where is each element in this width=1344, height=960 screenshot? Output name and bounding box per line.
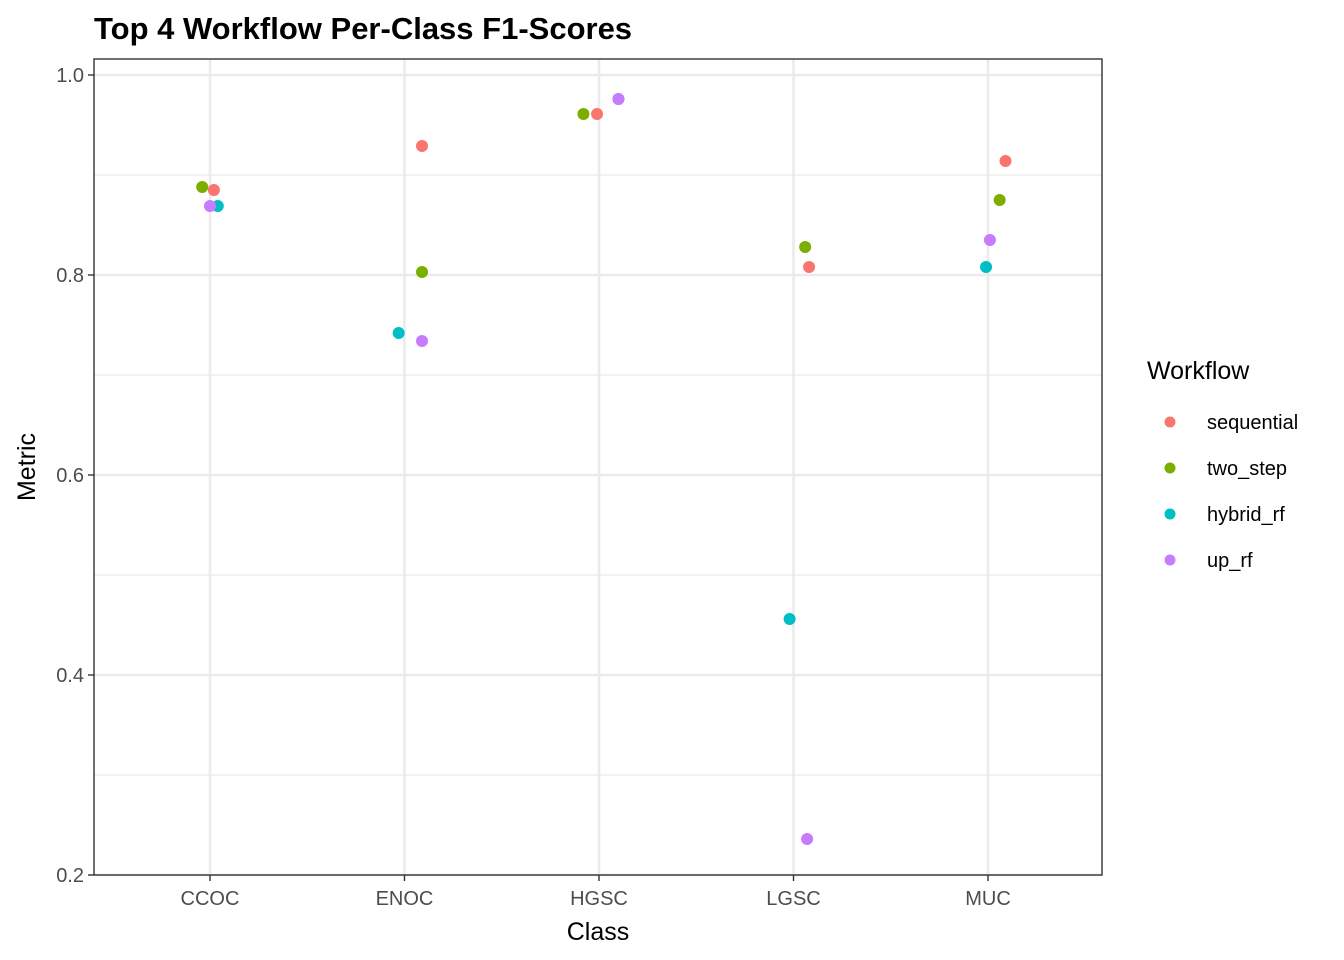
- x-tick-label: MUC: [965, 888, 1011, 910]
- legend-key-sequential: [1164, 416, 1176, 428]
- x-tick-label: CCOC: [181, 888, 240, 910]
- y-tick-label: 0.2: [56, 865, 84, 887]
- legend-key-hybrid_rf: [1164, 508, 1176, 520]
- data-point-up_rf-ccoc: [204, 200, 216, 212]
- data-point-sequential-enoc: [416, 140, 429, 152]
- y-tick-label: 0.4: [56, 665, 84, 687]
- data-points: [196, 93, 1012, 845]
- legend-label-up_rf: up_rf: [1207, 550, 1253, 572]
- y-axis-label: Metric: [13, 433, 41, 501]
- data-point-two_step-hgsc: [577, 108, 590, 120]
- data-point-two_step-ccoc: [196, 181, 209, 193]
- y-tick-label: 0.8: [56, 265, 84, 287]
- legend-items: sequential two_step hybrid_rf up_rf: [1164, 412, 1298, 572]
- data-point-sequential-hgsc: [591, 108, 604, 120]
- legend-label-sequential: sequential: [1207, 412, 1298, 434]
- data-point-sequential-lgsc: [803, 261, 816, 273]
- data-point-hybrid_rf-muc: [980, 261, 993, 273]
- plot-panel: [93, 58, 1103, 877]
- y-axis: 0.2 0.4 0.6 0.8 1.0: [56, 65, 94, 887]
- legend-label-hybrid_rf: hybrid_rf: [1207, 504, 1285, 526]
- x-tick-label: HGSC: [570, 888, 628, 910]
- data-point-up_rf-enoc: [416, 335, 429, 347]
- x-tick-label: LGSC: [766, 888, 820, 910]
- legend-key-two_step: [1164, 462, 1176, 474]
- data-point-up_rf-hgsc: [612, 93, 625, 105]
- legend-label-two_step: two_step: [1207, 458, 1287, 480]
- x-axis-label: Class: [567, 918, 630, 946]
- data-point-sequential-ccoc: [207, 184, 220, 196]
- chart-title: Top 4 Workflow Per-Class F1-Scores: [94, 11, 632, 46]
- data-point-up_rf-muc: [983, 234, 996, 246]
- data-point-hybrid_rf-enoc: [392, 327, 405, 339]
- data-point-up_rf-lgsc: [801, 833, 814, 845]
- data-point-two_step-muc: [993, 194, 1006, 206]
- legend-key-up_rf: [1164, 554, 1176, 566]
- data-point-two_step-lgsc: [799, 241, 812, 253]
- panel-border: [93, 58, 1103, 876]
- y-tick-label: 1.0: [56, 65, 84, 87]
- grid-lines: [94, 59, 1102, 877]
- x-tick-label: ENOC: [376, 888, 434, 910]
- legend: Workflow sequential two_step hybrid_rf up_r…: [1147, 357, 1298, 572]
- x-axis: CCOC ENOC HGSC LGSC MUC: [181, 875, 1011, 910]
- legend-title: Workflow: [1147, 357, 1250, 385]
- y-tick-label: 0.6: [56, 465, 84, 487]
- data-point-sequential-muc: [999, 155, 1012, 167]
- data-point-two_step-enoc: [416, 266, 429, 278]
- data-point-hybrid_rf-lgsc: [783, 613, 796, 625]
